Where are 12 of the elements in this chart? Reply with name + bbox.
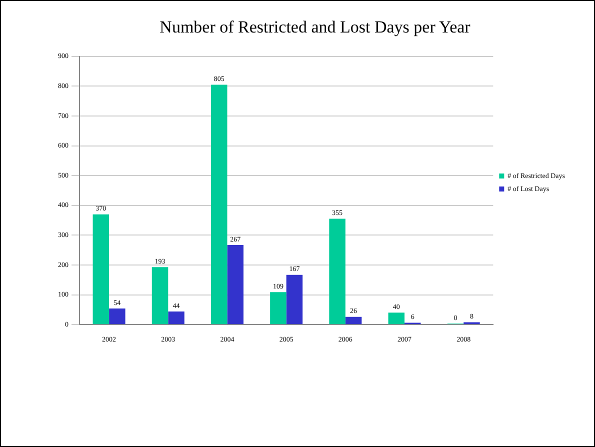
chart-title: Number of Restricted and Lost Days per Year bbox=[160, 18, 471, 37]
bar bbox=[388, 312, 405, 324]
bar bbox=[345, 316, 362, 324]
bar bbox=[329, 218, 346, 324]
bar bbox=[92, 214, 110, 324]
bar bbox=[152, 267, 168, 324]
bar bbox=[286, 274, 303, 324]
bar bbox=[210, 84, 228, 324]
bar bbox=[227, 245, 244, 324]
bar bbox=[168, 311, 184, 324]
bar bbox=[270, 292, 286, 324]
bar bbox=[109, 308, 126, 324]
